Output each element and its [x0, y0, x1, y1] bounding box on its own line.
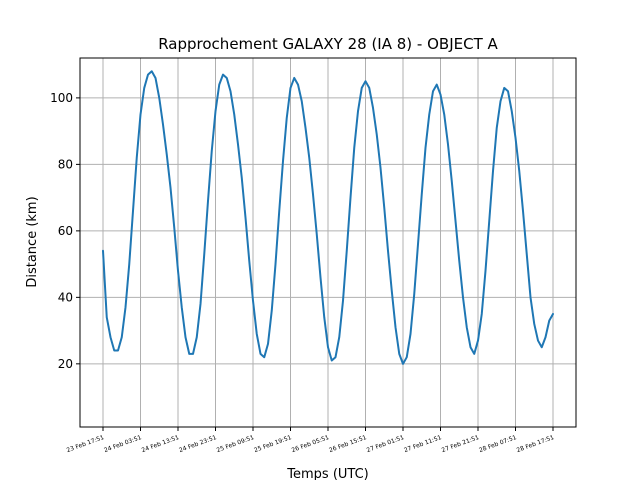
y-tick-label: 20 [58, 357, 73, 371]
x-axis-label: Temps (UTC) [286, 467, 368, 480]
y-tick-label: 40 [58, 290, 73, 304]
grid [80, 58, 576, 427]
y-tick-label: 60 [58, 224, 73, 238]
distance-series-line [102, 70, 554, 365]
chart-title: Rapprochement GALAXY 28 (IA 8) - OBJECT … [158, 35, 498, 53]
y-tick-label: 80 [58, 157, 73, 171]
y-tick-label: 100 [50, 91, 73, 105]
y-axis: 20 40 60 80 100 [50, 91, 80, 371]
y-axis-label: Distance (km) [25, 196, 40, 287]
series-layer [102, 70, 554, 365]
